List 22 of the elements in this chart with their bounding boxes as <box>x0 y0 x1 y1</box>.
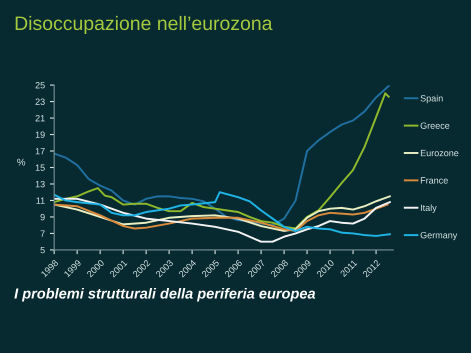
y-tick-label: 15 <box>36 164 45 171</box>
y-tick-label: 9 <box>40 214 45 220</box>
line-series <box>54 204 389 232</box>
y-axis-title: % <box>17 158 26 166</box>
y-tick-label: 17 <box>36 148 45 154</box>
legend-label: Italy <box>420 204 437 213</box>
text: I problemi strutturali della periferia europea <box>14 288 316 302</box>
y-tick-label: 19 <box>36 131 45 138</box>
legend-label: France <box>420 177 448 184</box>
y-tick-label: 11 <box>36 198 45 204</box>
y-tick-label: 7 <box>40 230 45 237</box>
legend-label: Eurozone <box>420 150 458 156</box>
legend-label: Greece <box>420 122 450 129</box>
y-tick-label: 5 <box>40 246 45 254</box>
chart-title: Disoccupazione nell’eurozona <box>16 16 272 34</box>
legend-label: Germany <box>420 232 458 240</box>
legend-label: Spain <box>420 94 443 104</box>
y-tick-label: 21 <box>36 115 45 122</box>
y-tick-label: 13 <box>36 180 45 188</box>
y-tick-label: 23 <box>36 98 45 105</box>
y-tick-label: 25 <box>36 82 45 88</box>
line-series <box>54 198 391 243</box>
